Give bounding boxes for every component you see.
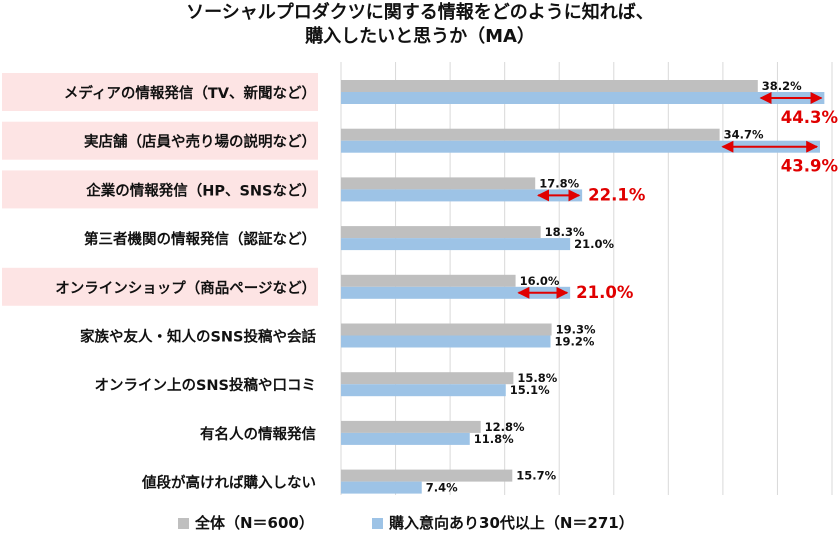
category-label: 第三者機関の情報発信（認証など） [84,230,316,248]
category-highlight [2,267,318,306]
legend-item-purchase-intent: 購入意向あり30代以上（N＝271） [372,512,634,533]
data-label-overall: 17.8% [539,176,579,190]
data-label-overall: 15.8% [517,371,557,385]
bar-overall [341,420,481,433]
bar-purchase-intent [341,384,506,397]
data-label-purchase-intent: 19.2% [554,335,594,349]
chart-title-line-1: ソーシャルプロダクツに関する情報をどのように知れば、 [186,2,654,23]
data-label-purchase-intent: 15.1% [510,383,550,397]
data-label-overall: 16.0% [520,274,560,288]
category-label: 有名人の情報発信 [200,425,316,443]
bar-purchase-intent [341,286,571,299]
bar-overall [341,323,552,336]
data-label-overall: 38.2% [762,79,802,93]
legend-swatch-purchase-intent [372,518,383,529]
legend-label-overall: 全体（N＝600） [195,514,314,532]
category-label: 企業の情報発信（HP、SNSなど） [85,181,316,199]
legend-swatch-overall [178,518,189,529]
data-label-overall: 12.8% [485,420,525,434]
category-label: 家族や友人・知人のSNS投稿や会話 [80,328,317,346]
category-highlight [2,73,318,111]
bar-overall [341,372,514,385]
data-label-purchase-intent: 22.1% [588,185,646,204]
bar-purchase-intent [341,140,820,153]
data-label-purchase-intent: 21.0% [576,283,634,302]
bar-purchase-intent [341,238,571,251]
bar-overall [341,274,516,287]
category-label: 値段が高ければ購入しない [141,474,316,492]
category-label: 実店舗（店員や売り場の説明など） [84,133,316,151]
bar-purchase-intent [341,432,470,445]
bar-purchase-intent [341,189,583,202]
category-highlight [2,170,318,209]
category-label: メディアの情報発信（TV、新聞など） [64,84,316,102]
bar-overall [341,226,541,239]
legend-label-purchase-intent: 購入意向あり30代以上（N＝271） [389,514,634,532]
bar-overall [341,128,720,141]
bar-overall [341,177,536,190]
bar-purchase-intent [341,92,825,104]
data-label-purchase-intent: 43.9% [781,157,839,176]
data-label-overall: 15.7% [516,469,556,483]
bar-purchase-intent [341,481,422,494]
chart-title-line-2: 購入したいと思うか（MA） [305,26,535,47]
bar-overall [341,469,513,482]
data-label-purchase-intent: 21.0% [574,237,614,251]
category-highlight [2,121,318,160]
legend-item-overall: 全体（N＝600） [178,512,314,533]
bar-overall [341,80,758,92]
data-label-purchase-intent: 11.8% [474,432,514,446]
data-label-purchase-intent: 7.4% [426,481,458,495]
category-label: オンライン上のSNS投稿や口コミ [94,376,316,394]
data-label-overall: 18.3% [545,225,585,239]
data-label-overall: 34.7% [724,128,764,142]
data-label-overall: 19.3% [556,323,596,337]
category-label: オンラインショップ（商品ページなど） [55,279,316,297]
data-label-purchase-intent: 44.3% [781,108,839,127]
bar-purchase-intent [341,335,551,348]
